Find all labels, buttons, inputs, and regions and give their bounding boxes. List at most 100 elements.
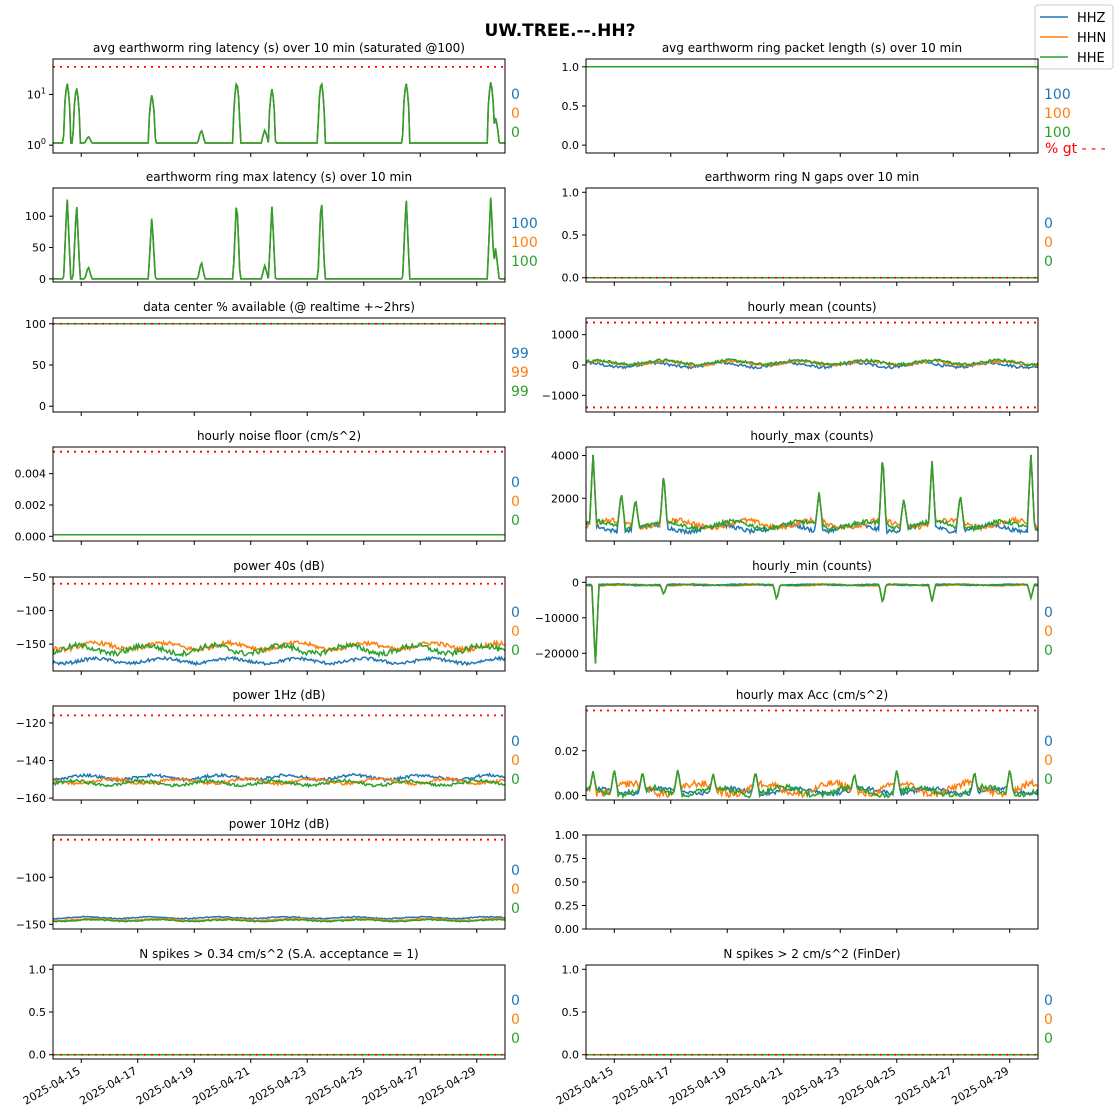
pct-label-hhe: 100 — [511, 254, 538, 270]
pct-label-hhn: 100 — [1044, 106, 1071, 122]
panel-title: N spikes > 2 cm/s^2 (FinDer) — [723, 947, 900, 961]
pct-label-hhn: 0 — [1044, 753, 1053, 769]
series-line-hhe — [53, 641, 505, 659]
legend-label-hhz: HHZ — [1077, 11, 1106, 26]
panel-10: hourly_min (counts) −20000 −10000 0 0 0 0 — [535, 559, 1053, 675]
y-tick-label: 0 — [572, 576, 579, 589]
legend-label-hhe: HHE — [1077, 51, 1105, 66]
y-tick-label: 0.0 — [562, 139, 580, 152]
pct-label-hhe: 99 — [511, 384, 529, 400]
pct-label-hhn: 0 — [511, 1012, 520, 1028]
pct-label-hhe: 0 — [511, 643, 520, 659]
panel-title: avg earthworm ring latency (s) over 10 m… — [93, 41, 465, 55]
pct-label-hhn: 0 — [511, 494, 520, 510]
pct-label-hhz: 0 — [1044, 216, 1053, 232]
pct-label-hhz: 0 — [511, 605, 520, 621]
pct-label-hhz: 0 — [1044, 993, 1053, 1009]
axes-frame — [52, 446, 506, 542]
pct-label-hhz: 0 — [511, 863, 520, 879]
y-tick-label: 50 — [32, 242, 46, 255]
legend: HHZ HHN HHE — [1034, 4, 1114, 70]
pct-label-hhz: 0 — [1044, 734, 1053, 750]
series-line-hhn — [586, 769, 1038, 799]
plot-area — [53, 714, 505, 789]
plot-area — [53, 838, 505, 923]
y-tick-label: −120 — [16, 717, 46, 730]
pct-label-hhn: 0 — [1044, 624, 1053, 640]
panel-3: earthworm ring max latency (s) over 10 m… — [25, 170, 538, 286]
series-line-hhe — [586, 582, 1038, 664]
y-tick-label: −10000 — [535, 612, 579, 625]
series-line-hhz — [53, 915, 505, 920]
pct-label-hhe: 0 — [1044, 643, 1053, 659]
pct-label-hhn: 0 — [1044, 1012, 1053, 1028]
y-tick-label: 1.0 — [29, 963, 47, 976]
axes-frame — [585, 705, 1039, 801]
y-tick-label: 100 — [25, 318, 46, 331]
series-line-hhe — [586, 769, 1038, 800]
series-line-hhe — [53, 197, 505, 280]
pct-label-hhn: 99 — [511, 365, 529, 381]
panel-title: N spikes > 0.34 cm/s^2 (S.A. acceptance … — [139, 947, 418, 961]
y-tick-label: 0 — [39, 273, 46, 286]
panel-title: power 1Hz (dB) — [233, 688, 326, 702]
panel-14: 0.00 0.25 0.50 0.75 1.00 — [555, 829, 1039, 936]
y-tick-label: 0.02 — [555, 745, 580, 758]
plot-area — [586, 454, 1038, 536]
axes-frame — [52, 964, 506, 1060]
y-tick-label: 0 — [39, 400, 46, 413]
panel-title: hourly max Acc (cm/s^2) — [736, 688, 888, 702]
panel-title: hourly_max (counts) — [750, 429, 873, 443]
panel-title: avg earthworm ring packet length (s) ove… — [662, 41, 962, 55]
pct-label-hhn: 0 — [511, 624, 520, 640]
series-line-hhe — [586, 357, 1038, 368]
legend-box — [1034, 4, 1114, 70]
panel-1: avg earthworm ring latency (s) over 10 m… — [27, 41, 520, 157]
panel-2: avg earthworm ring packet length (s) ove… — [562, 41, 1071, 157]
y-tick-label: 1.0 — [562, 186, 580, 199]
series-line-hhe — [586, 454, 1038, 533]
pct-label-hhe: 0 — [511, 901, 520, 917]
y-tick-label: −160 — [16, 792, 46, 805]
y-tick-label: 0.00 — [555, 923, 580, 936]
axes-frame — [52, 705, 506, 801]
panel-title: earthworm ring max latency (s) over 10 m… — [146, 170, 412, 184]
legend-label-hhn: HHN — [1077, 31, 1106, 46]
y-tick-label: −1000 — [542, 389, 579, 402]
axes-frame — [585, 446, 1039, 542]
series-line-hhz — [53, 655, 505, 667]
y-tick-label: 0.50 — [555, 876, 580, 889]
y-tick-label: 1.0 — [562, 963, 580, 976]
y-tick-label: 1.0 — [562, 61, 580, 74]
y-tick-label: −20000 — [535, 647, 579, 660]
panel-8: hourly_max (counts) 2000 4000 — [551, 429, 1039, 545]
axes-frame — [52, 58, 506, 154]
plot-area — [53, 197, 505, 280]
y-tick-label: 0.0 — [29, 1049, 47, 1062]
y-tick-label: 0.5 — [562, 229, 580, 242]
panel-title: power 10Hz (dB) — [229, 817, 330, 831]
y-tick-label: 0.75 — [555, 853, 580, 866]
axes-frame — [52, 187, 506, 283]
y-tick-label: 0.5 — [562, 100, 580, 113]
y-tick-label: −100 — [16, 605, 46, 618]
panel-7: hourly noise floor (cm/s^2) 0.000 0.002 0.0… — [15, 429, 520, 545]
panel-11: power 1Hz (dB) −160 −140 −120 0 0 0 — [16, 688, 520, 805]
series-line-hhe — [53, 777, 505, 789]
axes-frame — [52, 834, 506, 930]
pct-label-hhz: 0 — [511, 87, 520, 103]
pct-label-hhe: 0 — [511, 772, 520, 788]
series-line-hhe — [53, 918, 505, 923]
pct-label-hhe: 0 — [511, 513, 520, 529]
plot-area — [586, 582, 1038, 664]
series-line-hhz — [53, 772, 505, 783]
y-tick-label: −100 — [16, 871, 46, 884]
pct-label-hhz: 0 — [511, 475, 520, 491]
panel-9: power 40s (dB) −150 −100 −50 0 0 0 — [16, 559, 520, 675]
figure-title: UW.TREE.--.HH? — [485, 21, 636, 41]
pct-label-hhz: 0 — [511, 734, 520, 750]
y-tick-label: 0.00 — [555, 790, 580, 803]
panel-title: data center % available (@ realtime +~2h… — [143, 300, 415, 314]
panel-4: earthworm ring N gaps over 10 min 0.0 0.5 1… — [562, 170, 1053, 286]
